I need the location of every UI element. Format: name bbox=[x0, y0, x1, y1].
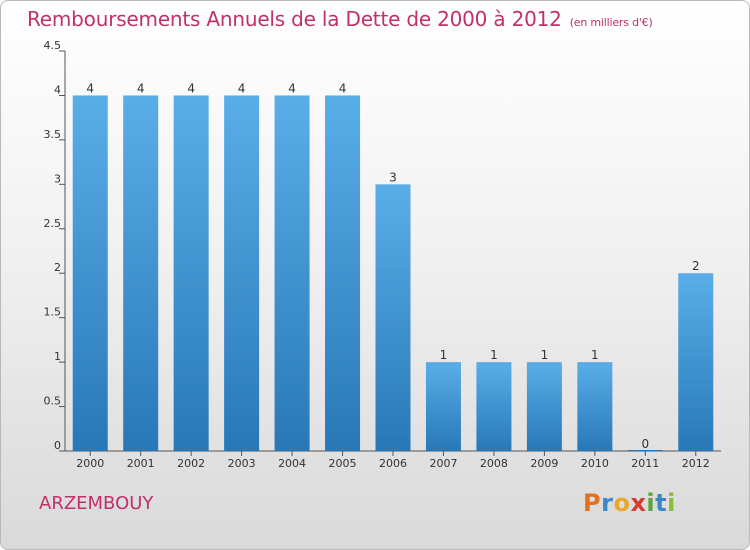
x-tick-label: 2004 bbox=[278, 457, 306, 470]
proxiti-logo: Proxiti bbox=[583, 489, 676, 517]
x-tick-label: 2011 bbox=[631, 457, 659, 470]
bar-2002 bbox=[173, 95, 209, 451]
logo-letter: x bbox=[630, 489, 647, 517]
data-label: 4 bbox=[137, 81, 145, 95]
x-tick-label: 2003 bbox=[228, 457, 256, 470]
bar-2010 bbox=[577, 362, 613, 451]
y-tick-label: 3.5 bbox=[44, 128, 62, 141]
bar-2012 bbox=[678, 273, 714, 451]
data-label: 1 bbox=[440, 348, 448, 362]
bar-2007 bbox=[425, 362, 461, 451]
data-label: 2 bbox=[692, 259, 700, 273]
y-tick-label: 1 bbox=[54, 350, 61, 363]
data-label: 4 bbox=[238, 81, 246, 95]
x-tick-label: 2008 bbox=[480, 457, 508, 470]
chart-unit: (en milliers d'€) bbox=[569, 16, 653, 29]
data-label: 4 bbox=[339, 81, 347, 95]
y-tick-label: 2 bbox=[54, 261, 61, 274]
logo-letter: P bbox=[583, 489, 602, 517]
chart-title: Remboursements Annuels de la Dette de 20… bbox=[27, 7, 653, 31]
x-tick-label: 2001 bbox=[127, 457, 155, 470]
logo-letter: o bbox=[613, 489, 631, 517]
bar-2000 bbox=[72, 95, 108, 451]
y-tick-label: 3 bbox=[54, 172, 61, 185]
y-tick-label: 1.5 bbox=[44, 306, 62, 319]
bar-2006 bbox=[375, 184, 411, 452]
x-tick-label: 2012 bbox=[682, 457, 710, 470]
data-label: 4 bbox=[187, 81, 195, 95]
x-tick-label: 2000 bbox=[76, 457, 104, 470]
data-label: 1 bbox=[490, 348, 498, 362]
y-tick-label: 4 bbox=[54, 83, 61, 96]
bar-2008 bbox=[476, 362, 512, 451]
y-tick-label: 2.5 bbox=[44, 217, 62, 230]
data-label: 0 bbox=[641, 437, 649, 451]
x-tick-label: 2007 bbox=[429, 457, 457, 470]
bar-2005 bbox=[325, 95, 361, 451]
bar-2001 bbox=[123, 95, 159, 451]
x-tick-label: 2009 bbox=[530, 457, 558, 470]
commune-name: ARZEMBOUY bbox=[39, 493, 154, 514]
data-label: 3 bbox=[389, 170, 397, 184]
bar-2009 bbox=[526, 362, 562, 451]
x-tick-label: 2010 bbox=[581, 457, 609, 470]
chart-title-text: Remboursements Annuels de la Dette de 20… bbox=[27, 7, 562, 31]
logo-letter: i bbox=[646, 489, 656, 517]
data-label: 1 bbox=[591, 348, 599, 362]
x-tick-label: 2002 bbox=[177, 457, 205, 470]
x-tick-label: 2005 bbox=[329, 457, 357, 470]
logo-letter: i bbox=[667, 489, 676, 517]
x-tick-label: 2006 bbox=[379, 457, 407, 470]
data-label: 1 bbox=[541, 348, 549, 362]
y-tick-label: 0.5 bbox=[44, 395, 62, 408]
data-label: 4 bbox=[86, 81, 94, 95]
bar-2004 bbox=[274, 95, 310, 451]
logo-letter: r bbox=[601, 489, 614, 517]
logo-letter: t bbox=[655, 489, 668, 517]
y-tick-label: 0 bbox=[54, 439, 61, 452]
data-label: 4 bbox=[288, 81, 296, 95]
bar-2003 bbox=[224, 95, 260, 451]
y-tick-label: 4.5 bbox=[44, 39, 62, 52]
